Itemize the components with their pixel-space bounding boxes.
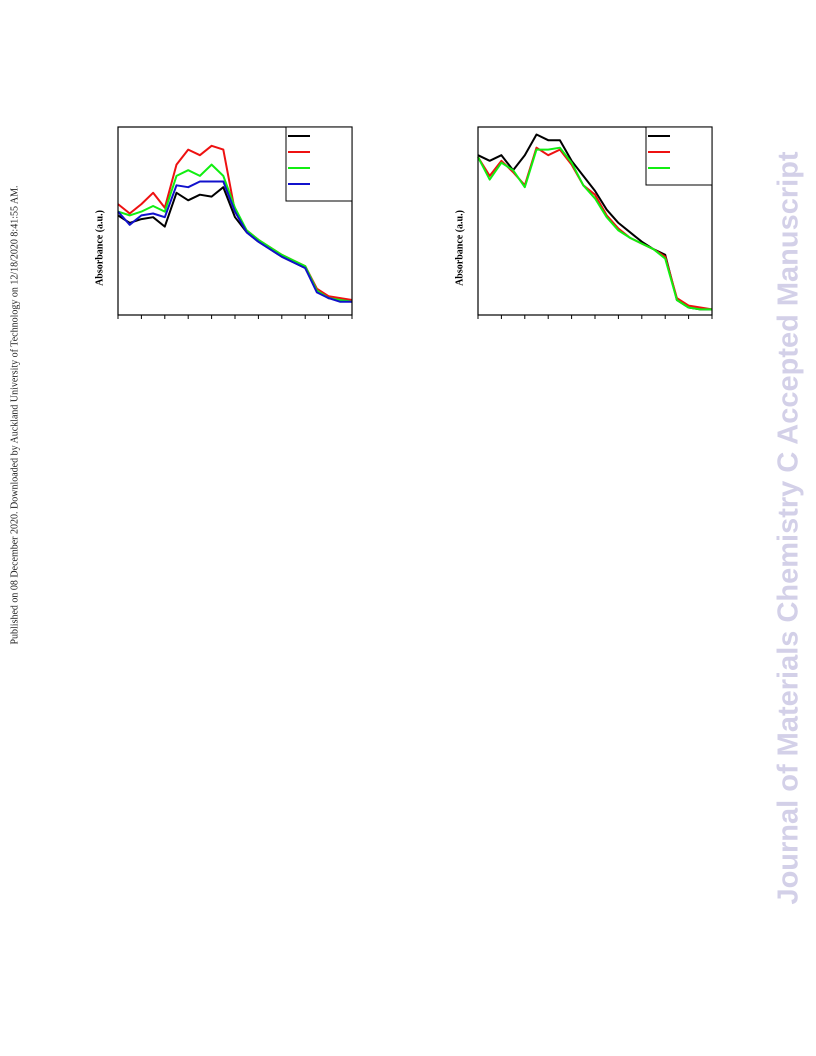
y-axis-label: Absorbance (a.u.) [454,210,465,286]
side-note: Published on 08 December 2020. Downloade… [9,185,20,644]
chart: Absorbance (a.u.) [454,126,713,319]
data-line [117,186,353,303]
y-axis-label: Absorbance (a.u.) [94,210,105,286]
data-line [117,180,352,303]
chart: Absorbance (a.u.) [94,126,353,319]
legend-box [285,126,353,202]
data-line [477,146,712,311]
watermark: Journal of Materials Chemistry C Accepte… [773,151,805,904]
